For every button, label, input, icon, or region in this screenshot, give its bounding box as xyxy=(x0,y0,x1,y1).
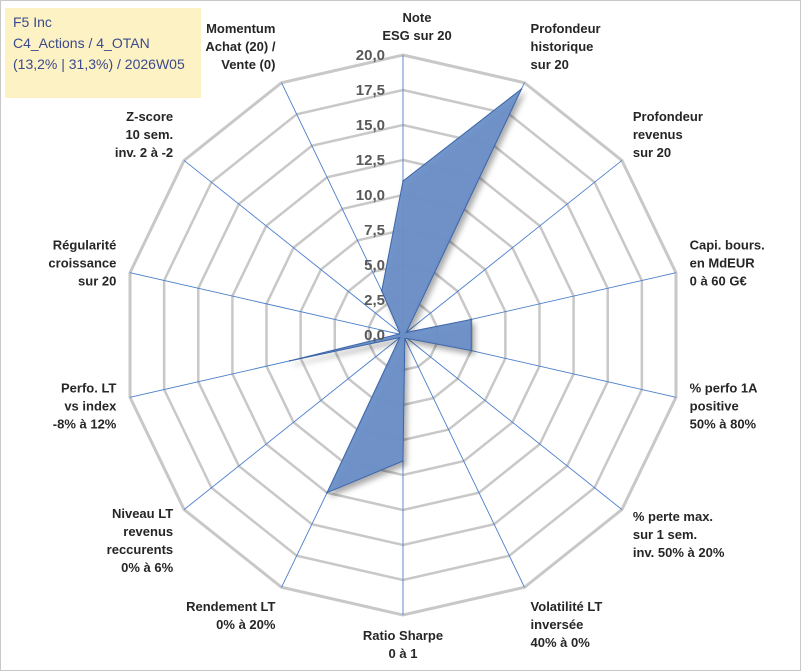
data-point xyxy=(326,491,328,494)
axis-label-line: 50% à 80% xyxy=(690,416,757,431)
axis-label-line: % perfo 1A xyxy=(690,380,759,395)
data-point xyxy=(398,336,401,339)
tick-label: 20,0 xyxy=(356,47,385,64)
axis-label: Momentum Achat (20) / Vente (0) xyxy=(205,21,275,72)
axis-label-line: 0% à 6% xyxy=(121,560,173,575)
axis-label-line: sur 20 xyxy=(531,57,569,72)
axis-label-line: 0% à 20% xyxy=(216,617,276,632)
data-point xyxy=(398,333,400,335)
info-line-stats: (13,2% | 31,3%) / 2026W05 xyxy=(13,56,185,72)
info-box: F5 Inc C4_Actions / 4_OTAN (13,2% | 31,3… xyxy=(5,8,201,98)
data-point xyxy=(380,290,383,292)
axis-label-line: sur 20 xyxy=(633,145,671,160)
axis-label-line: Note xyxy=(403,10,432,25)
axis-label-line: -8% à 12% xyxy=(53,416,117,431)
axis-label-line: croissance xyxy=(48,256,116,271)
axis-spoke xyxy=(183,160,404,336)
axis-spoke xyxy=(402,160,623,336)
axis-label: Profondeur historique sur 20 xyxy=(531,21,601,72)
tick-label: 0,0 xyxy=(364,327,385,344)
axis-label-line: sur 1 sem. xyxy=(633,527,697,542)
data-point xyxy=(470,349,473,352)
axis-label-line: Momentum xyxy=(206,21,275,36)
data-point xyxy=(406,337,409,340)
axis-label-line: historique xyxy=(531,39,594,54)
axis-label: Niveau LT revenus reccurents 0% à 6% xyxy=(107,506,174,575)
axis-label: Ratio Sharpe 0 à 1 xyxy=(363,628,443,661)
data-point xyxy=(405,331,408,334)
axis-label: Perfo. LT vs index -8% à 12% xyxy=(53,380,117,431)
axis-label-line: Achat (20) / xyxy=(205,39,275,54)
axis-label-line: Profondeur xyxy=(633,109,703,124)
axis-label-line: Capi. bours. xyxy=(690,238,765,253)
axis-label: Profondeur revenus sur 20 xyxy=(633,109,703,160)
axis-label-line: inv. 50% à 20% xyxy=(633,545,725,560)
axis-label: Volatilité LT inversée 40% à 0% xyxy=(531,599,603,650)
axis-label-line: inv. 2 à -2 xyxy=(115,145,173,160)
axis-label: Régularité croissance sur 20 xyxy=(48,238,116,289)
data-point xyxy=(402,180,404,182)
axis-label-line: Vente (0) xyxy=(221,57,275,72)
data-point xyxy=(398,331,401,334)
axis-spoke xyxy=(402,334,525,588)
axis-label-line: Profondeur xyxy=(531,21,601,36)
tick-label: 2,5 xyxy=(364,292,385,309)
info-line-company: F5 Inc xyxy=(13,14,52,30)
axis-label-line: Régularité xyxy=(53,238,117,253)
axis-label-line: Ratio Sharpe xyxy=(363,628,443,643)
data-point xyxy=(288,360,291,362)
axis-label-line: vs index xyxy=(64,398,117,413)
label-layer: Note ESG sur 20 Profondeur historique sur 20… xyxy=(48,10,764,661)
axis-label-line: revenus xyxy=(633,127,683,142)
axis-label-line: 0 à 60 G€ xyxy=(690,274,747,289)
axis-label: Rendement LT 0% à 20% xyxy=(186,599,276,632)
data-point xyxy=(520,88,523,90)
tick-label: 15,0 xyxy=(356,117,385,134)
tick-layer: 0,0 2,5 5,0 7,5 10,0 12,5 15,0 17,5 20,0 xyxy=(356,47,385,344)
axis-label-line: ESG sur 20 xyxy=(382,28,451,43)
tick-label: 12,5 xyxy=(356,152,385,169)
axis-label-line: en MdEUR xyxy=(690,256,756,271)
axis-label-line: sur 20 xyxy=(78,274,116,289)
info-line-portfolio: C4_Actions / 4_OTAN xyxy=(13,35,150,51)
axis-label-line: revenus xyxy=(123,524,173,539)
axis-label-line: Niveau LT xyxy=(112,506,173,521)
axis-label-line: 40% à 0% xyxy=(531,635,591,650)
axis-label-line: Rendement LT xyxy=(186,599,275,614)
tick-label: 5,0 xyxy=(364,257,385,274)
series-area xyxy=(289,88,522,494)
axis-label: Capi. bours. en MdEUR 0 à 60 G€ xyxy=(690,238,765,289)
axis-label: % perfo 1A positive 50% à 80% xyxy=(690,380,759,431)
axis-label-line: positive xyxy=(690,398,739,413)
data-point xyxy=(404,337,406,340)
axis-label: % perte max. sur 1 sem. inv. 50% à 20% xyxy=(633,509,725,560)
tick-label: 7,5 xyxy=(364,222,385,239)
data-point xyxy=(470,318,473,321)
axis-label: Note ESG sur 20 xyxy=(382,10,451,43)
axis-spoke xyxy=(129,272,404,336)
axis-label-line: % perte max. xyxy=(633,509,713,524)
tick-label: 10,0 xyxy=(356,187,385,204)
axis-spoke xyxy=(183,334,404,510)
axis-label-line: 0 à 1 xyxy=(389,646,418,661)
axis-label-line: Volatilité LT xyxy=(531,599,603,614)
series-layer xyxy=(288,88,523,494)
axis-label-line: reccurents xyxy=(107,542,173,557)
axis-label: Z-score 10 sem. inv. 2 à -2 xyxy=(115,109,173,160)
axis-label-line: Perfo. LT xyxy=(61,380,116,395)
tick-label: 17,5 xyxy=(356,82,385,99)
axis-label-line: inversée xyxy=(531,617,584,632)
axis-spoke xyxy=(402,334,623,510)
data-point xyxy=(402,460,404,462)
axis-label-line: 10 sem. xyxy=(125,127,173,142)
axis-label-line: Z-score xyxy=(126,109,173,124)
